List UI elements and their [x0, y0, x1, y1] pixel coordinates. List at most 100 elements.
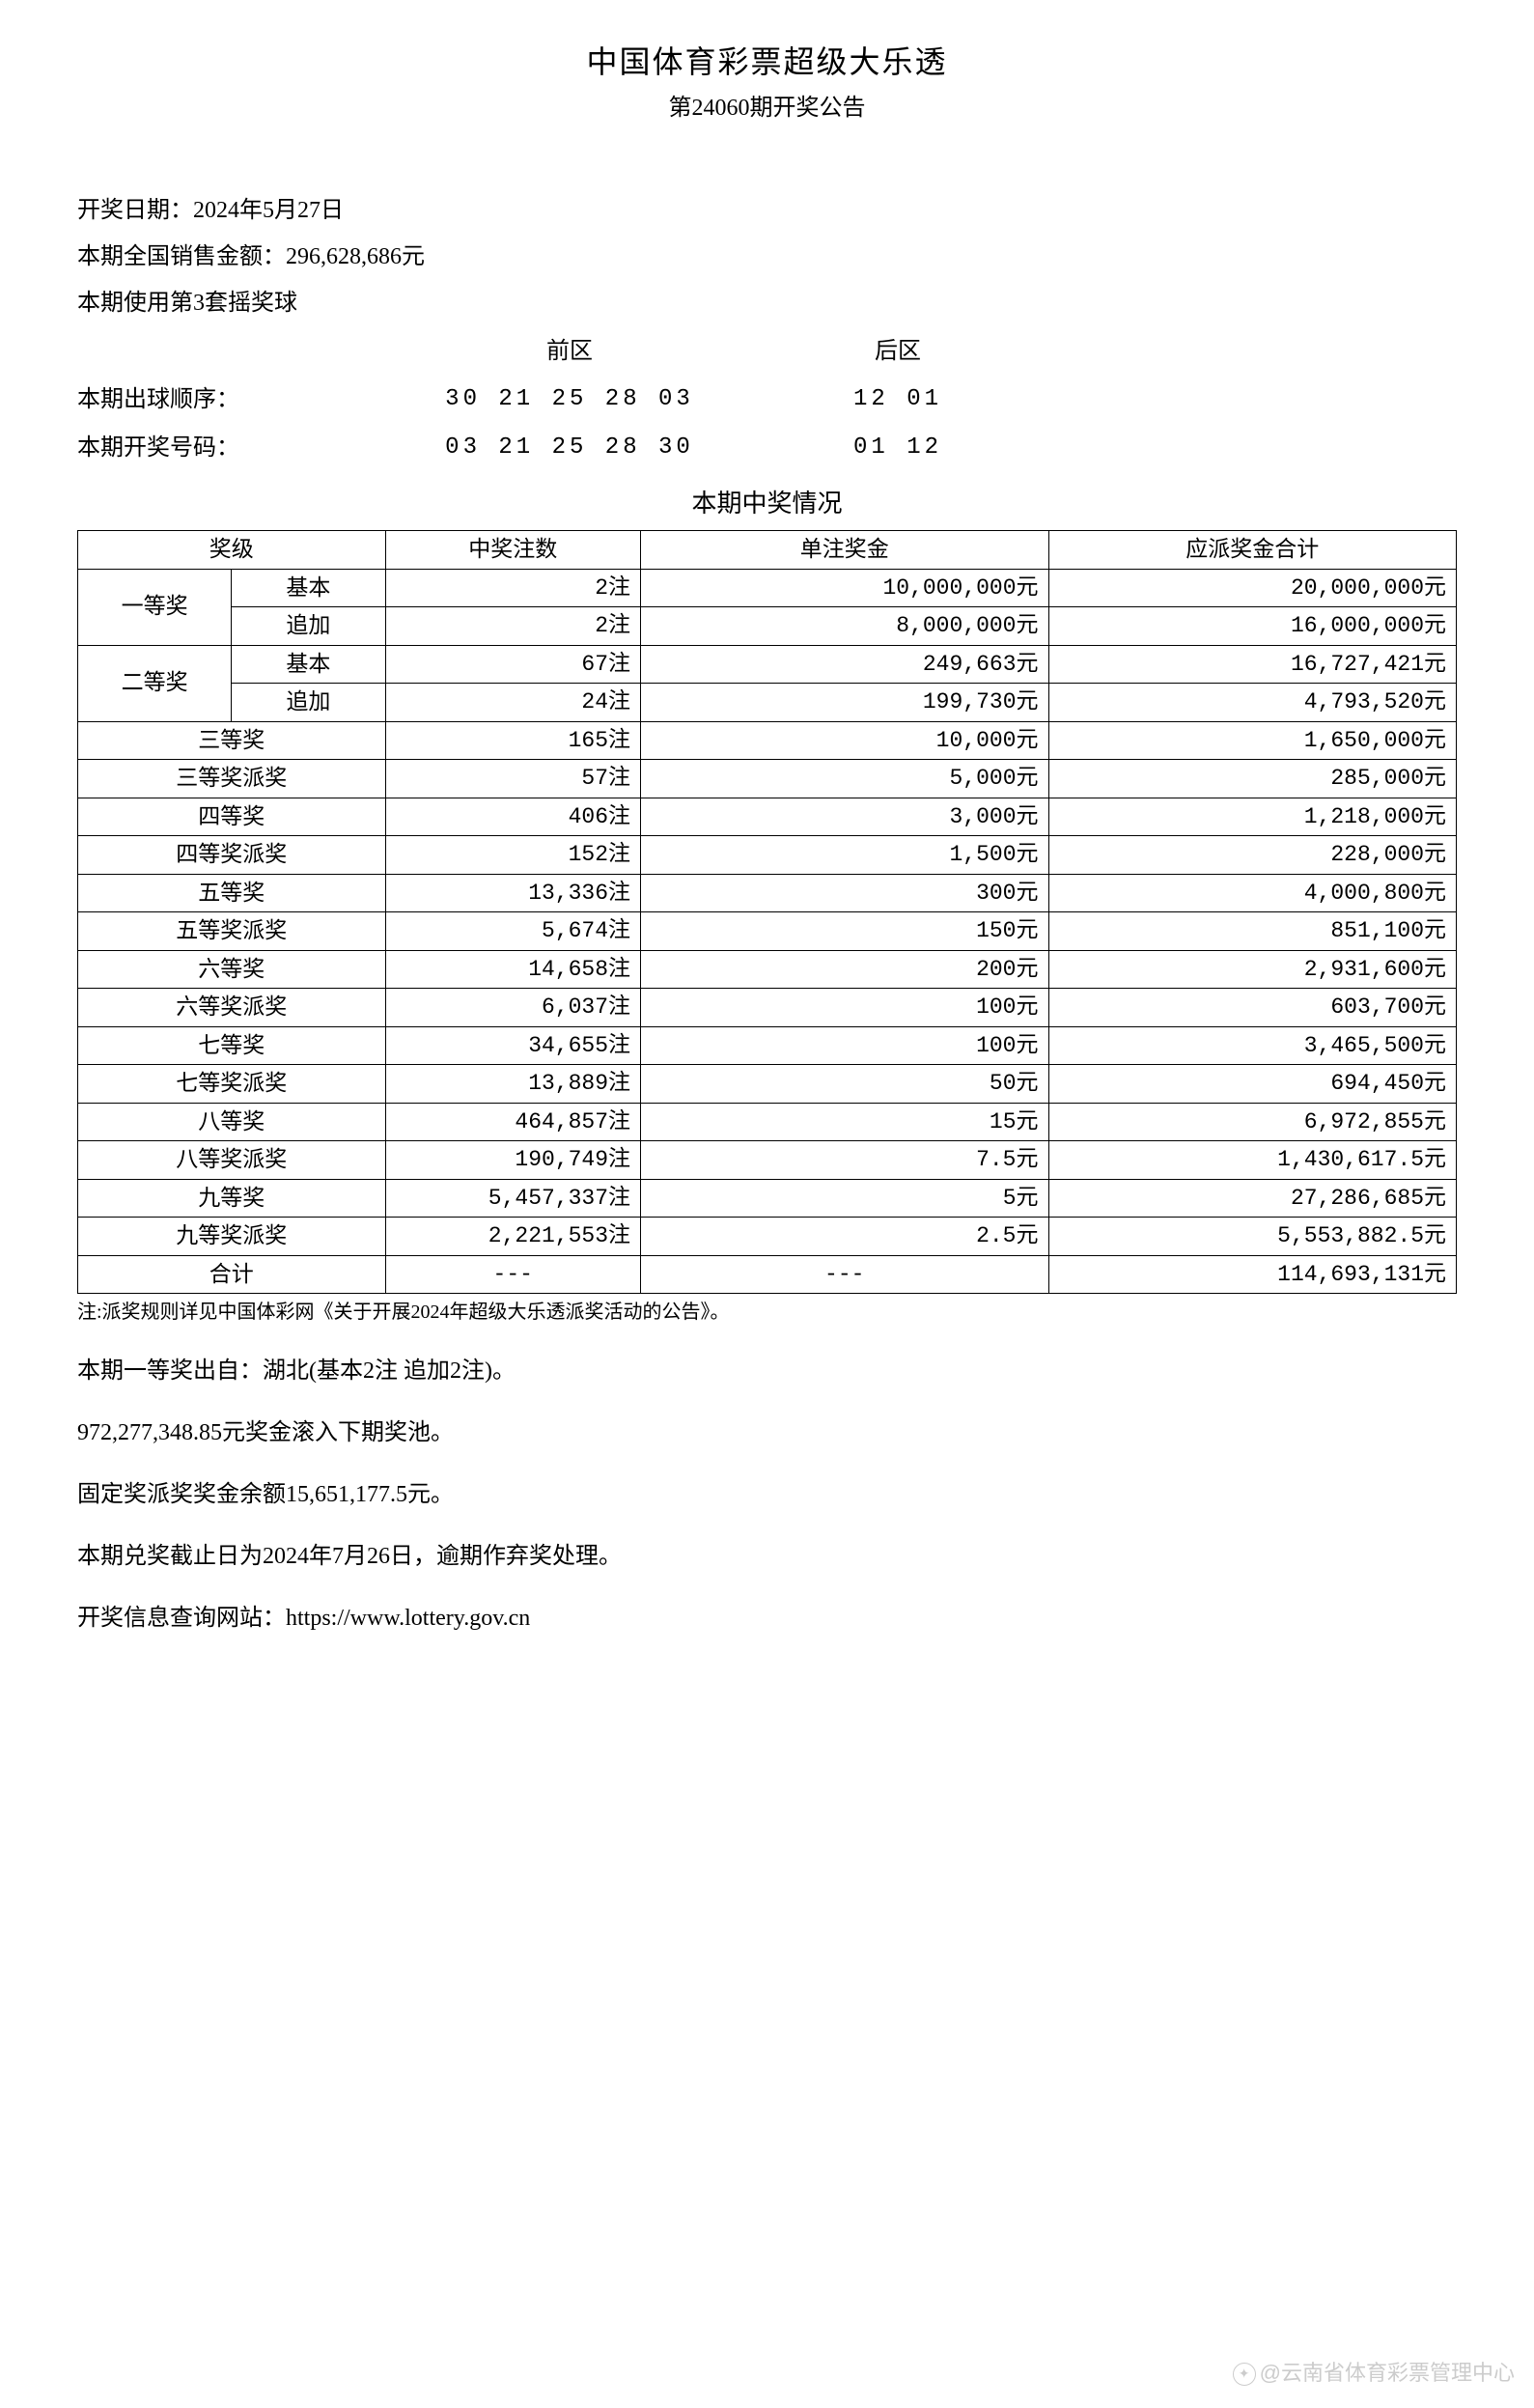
level-cell: 八等奖: [78, 1103, 386, 1141]
per-cell: 5,000元: [641, 760, 1048, 798]
table-row: 一等奖基本2注10,000,000元20,000,000元: [78, 569, 1457, 607]
count-cell: 13,889注: [385, 1065, 641, 1104]
per-cell: 100元: [641, 1026, 1048, 1065]
table-row: 二等奖基本67注249,663元16,727,421元: [78, 645, 1457, 684]
table-header-row: 奖级 中奖注数 单注奖金 应派奖金合计: [78, 531, 1457, 570]
total-cell: 3,465,500元: [1048, 1026, 1457, 1065]
count-cell: 57注: [385, 760, 641, 798]
count-cell: 13,336注: [385, 874, 641, 912]
draw-order-front: 30 21 25 28 03: [367, 382, 772, 417]
weibo-icon: ✦: [1233, 2363, 1256, 2386]
note-text: 注:派奖规则详见中国体彩网《关于开展2024年超级大乐透派奖活动的公告》。: [77, 1298, 1457, 1327]
col-total: 应派奖金合计: [1048, 531, 1457, 570]
table-row: 九等奖派奖2,221,553注2.5元5,553,882.5元: [78, 1218, 1457, 1256]
total-cell: 4,000,800元: [1048, 874, 1457, 912]
count-cell: 24注: [385, 684, 641, 722]
level-cell: 四等奖: [78, 798, 386, 836]
per-cell: 15元: [641, 1103, 1048, 1141]
per-cell: 50元: [641, 1065, 1048, 1104]
footer-line-5: 开奖信息查询网站：https://www.lottery.gov.cn: [77, 1601, 1457, 1636]
draw-date-label: 开奖日期：: [77, 198, 193, 223]
level-cell: 合计: [78, 1255, 386, 1294]
count-cell: 2注: [385, 569, 641, 607]
footer-line-4: 本期兑奖截止日为2024年7月26日，逾期作弃奖处理。: [77, 1539, 1457, 1574]
per-cell: 150元: [641, 912, 1048, 951]
per-cell: 1,500元: [641, 836, 1048, 875]
watermark: ✦@云南省体育彩票管理中心: [1233, 2357, 1515, 2389]
count-cell: 152注: [385, 836, 641, 875]
count-cell: 5,457,337注: [385, 1179, 641, 1218]
info-block: 开奖日期：2024年5月27日 本期全国销售金额：296,628,686元 本期…: [77, 193, 1457, 321]
per-cell: 7.5元: [641, 1141, 1048, 1180]
sublevel-cell: 基本: [232, 569, 385, 607]
watermark-text: @云南省体育彩票管理中心: [1260, 2361, 1515, 2385]
table-total-row: 合计------114,693,131元: [78, 1255, 1457, 1294]
sublevel-cell: 基本: [232, 645, 385, 684]
footer-line-2: 972,277,348.85元奖金滚入下期奖池。: [77, 1415, 1457, 1450]
total-cell: 114,693,131元: [1048, 1255, 1457, 1294]
table-row: 五等奖13,336注300元4,000,800元: [78, 874, 1457, 912]
sales-line: 本期全国销售金额：296,628,686元: [77, 239, 1457, 274]
per-cell: 200元: [641, 950, 1048, 989]
table-row: 四等奖406注3,000元1,218,000元: [78, 798, 1457, 836]
level-cell: 一等奖: [78, 569, 232, 645]
level-cell: 七等奖派奖: [78, 1065, 386, 1104]
total-cell: 694,450元: [1048, 1065, 1457, 1104]
footer-block: 本期一等奖出自：湖北(基本2注 追加2注)。 972,277,348.85元奖金…: [77, 1354, 1457, 1636]
table-row: 八等奖派奖190,749注7.5元1,430,617.5元: [78, 1141, 1457, 1180]
table-row: 三等奖165注10,000元1,650,000元: [78, 721, 1457, 760]
count-cell: 2,221,553注: [385, 1218, 641, 1256]
draw-order-label: 本期出球顺序：: [77, 382, 367, 417]
table-row: 六等奖14,658注200元2,931,600元: [78, 950, 1457, 989]
total-cell: 603,700元: [1048, 989, 1457, 1027]
draw-date-line: 开奖日期：2024年5月27日: [77, 193, 1457, 228]
table-row: 追加2注8,000,000元16,000,000元: [78, 607, 1457, 646]
table-row: 三等奖派奖57注5,000元285,000元: [78, 760, 1457, 798]
winning-back: 01 12: [772, 431, 1023, 465]
count-cell: 165注: [385, 721, 641, 760]
sales-value: 296,628,686元: [286, 244, 425, 269]
sublevel-cell: 追加: [232, 684, 385, 722]
per-cell: ---: [641, 1255, 1048, 1294]
table-row: 四等奖派奖152注1,500元228,000元: [78, 836, 1457, 875]
col-count: 中奖注数: [385, 531, 641, 570]
table-row: 五等奖派奖5,674注150元851,100元: [78, 912, 1457, 951]
count-cell: 406注: [385, 798, 641, 836]
count-cell: 67注: [385, 645, 641, 684]
winning-label: 本期开奖号码：: [77, 431, 367, 465]
count-cell: 464,857注: [385, 1103, 641, 1141]
total-cell: 16,000,000元: [1048, 607, 1457, 646]
draw-date-value: 2024年5月27日: [193, 198, 344, 223]
per-cell: 249,663元: [641, 645, 1048, 684]
total-cell: 16,727,421元: [1048, 645, 1457, 684]
table-row: 追加24注199,730元4,793,520元: [78, 684, 1457, 722]
level-cell: 三等奖: [78, 721, 386, 760]
table-row: 七等奖34,655注100元3,465,500元: [78, 1026, 1457, 1065]
total-cell: 5,553,882.5元: [1048, 1218, 1457, 1256]
table-row: 九等奖5,457,337注5元27,286,685元: [78, 1179, 1457, 1218]
table-row: 八等奖464,857注15元6,972,855元: [78, 1103, 1457, 1141]
per-cell: 2.5元: [641, 1218, 1048, 1256]
total-cell: 228,000元: [1048, 836, 1457, 875]
total-cell: 1,430,617.5元: [1048, 1141, 1457, 1180]
table-row: 六等奖派奖6,037注100元603,700元: [78, 989, 1457, 1027]
front-area-label: 前区: [367, 334, 772, 369]
count-cell: 14,658注: [385, 950, 641, 989]
level-cell: 七等奖: [78, 1026, 386, 1065]
level-cell: 五等奖派奖: [78, 912, 386, 951]
count-cell: 5,674注: [385, 912, 641, 951]
level-cell: 二等奖: [78, 645, 232, 721]
results-table: 奖级 中奖注数 单注奖金 应派奖金合计 一等奖基本2注10,000,000元20…: [77, 530, 1457, 1294]
total-cell: 6,972,855元: [1048, 1103, 1457, 1141]
total-cell: 1,218,000元: [1048, 798, 1457, 836]
col-level: 奖级: [78, 531, 386, 570]
ballset-line: 本期使用第3套摇奖球: [77, 286, 1457, 321]
total-cell: 285,000元: [1048, 760, 1457, 798]
winning-front: 03 21 25 28 30: [367, 431, 772, 465]
level-cell: 九等奖派奖: [78, 1218, 386, 1256]
level-cell: 九等奖: [78, 1179, 386, 1218]
per-cell: 5元: [641, 1179, 1048, 1218]
level-cell: 五等奖: [78, 874, 386, 912]
count-cell: 2注: [385, 607, 641, 646]
per-cell: 199,730元: [641, 684, 1048, 722]
